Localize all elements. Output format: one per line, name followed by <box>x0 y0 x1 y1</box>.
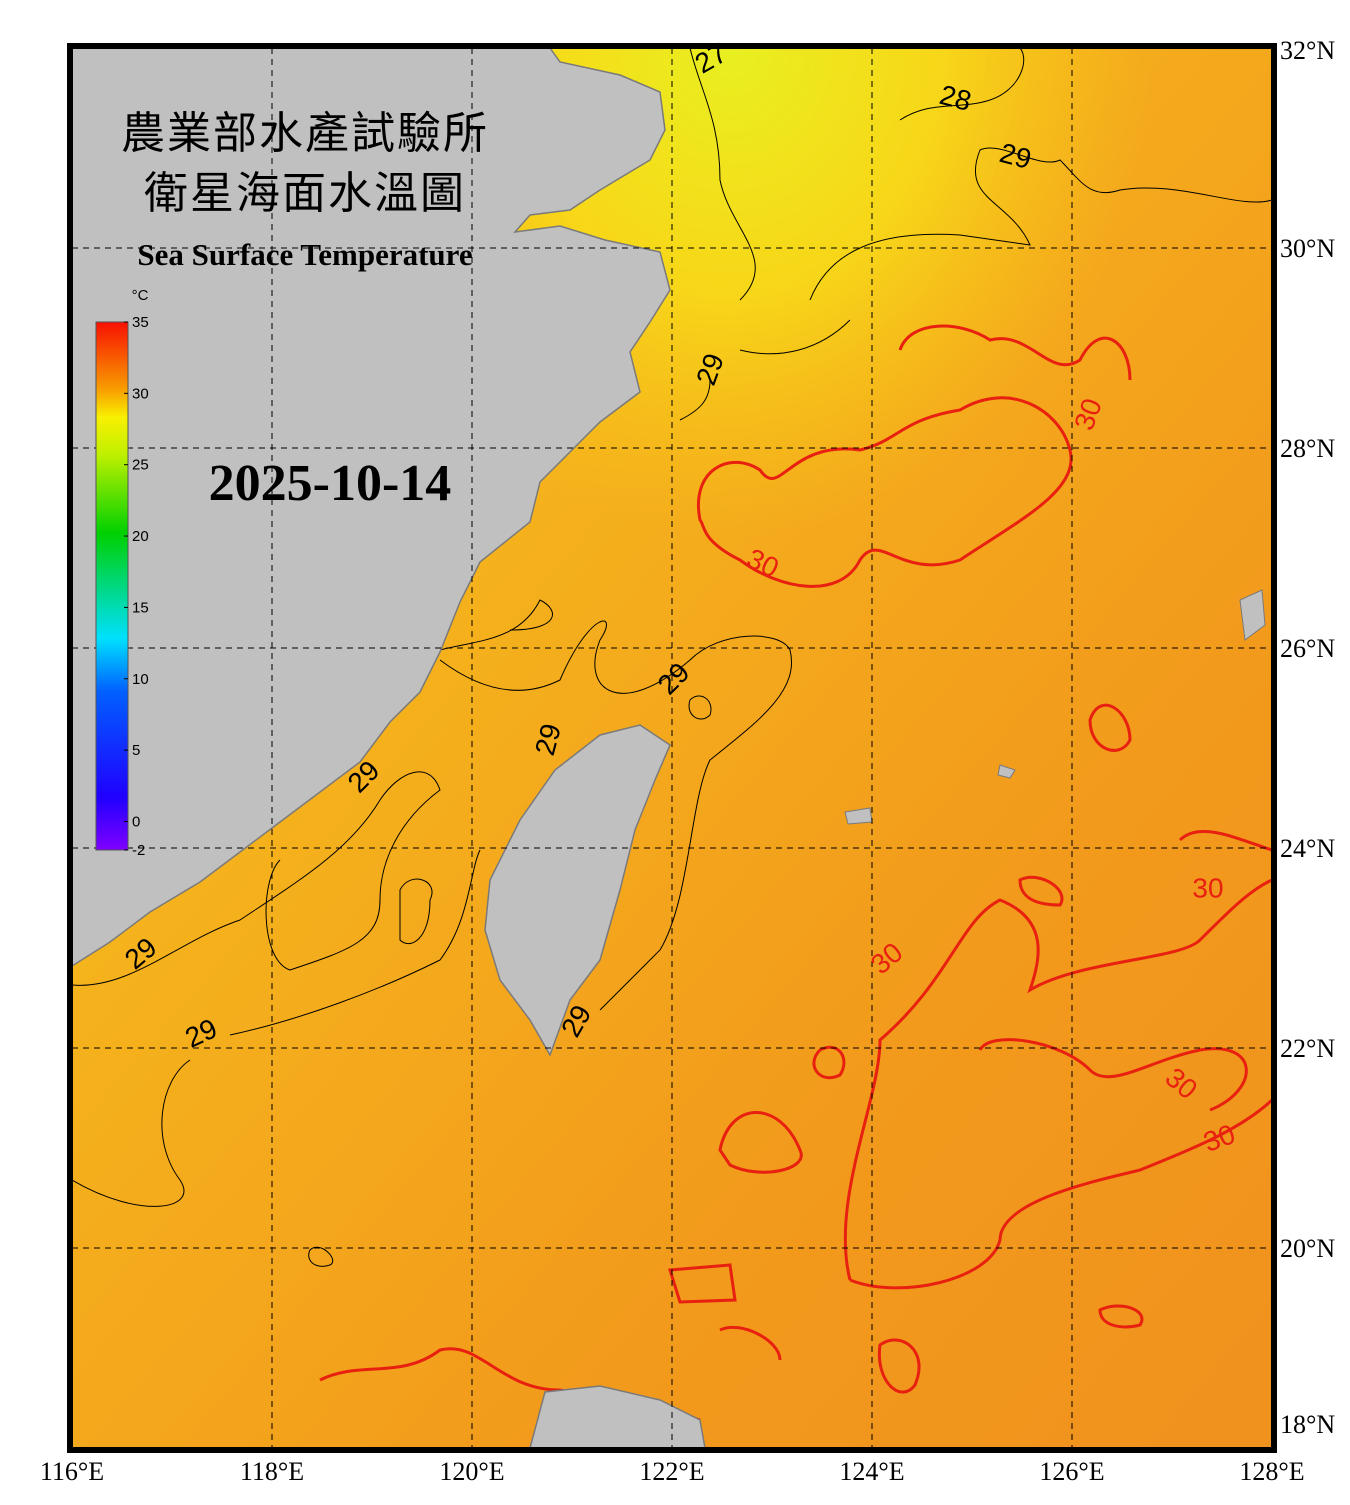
colorbar <box>95 321 129 851</box>
colorbar-tick-label: 20 <box>132 528 149 545</box>
y-tick-label: 18°N <box>1280 1410 1335 1439</box>
colorbar-tick-label: 5 <box>132 742 140 759</box>
y-tick-label: 30°N <box>1280 234 1335 263</box>
y-tick-label: 22°N <box>1280 1034 1335 1063</box>
china-coast <box>72 48 671 967</box>
subtitle: 衛星海面水溫圖 <box>144 169 466 218</box>
y-tick-label: 20°N <box>1280 1234 1335 1263</box>
x-tick-label: 128°E <box>1239 1457 1304 1486</box>
islands <box>844 589 1266 825</box>
y-tick-label: 32°N <box>1280 36 1335 65</box>
colorbar-tick-label: 25 <box>132 457 149 474</box>
taiwan <box>484 724 671 1057</box>
y-tick-label: 24°N <box>1280 834 1335 863</box>
colorbar-tick-label: -2 <box>132 842 145 859</box>
colorbar-tick-label: 30 <box>132 385 149 402</box>
isotherm-label: 30 <box>1192 872 1223 903</box>
x-tick-label: 120°E <box>439 1457 504 1486</box>
x-tick-label: 122°E <box>639 1457 704 1486</box>
y-tick-label: 26°N <box>1280 634 1335 663</box>
colorbar-tick-label: 0 <box>132 813 140 830</box>
luzon <box>529 1385 706 1448</box>
colorbar-tick-label: 10 <box>132 671 149 688</box>
colorbar-unit: °C <box>132 287 149 304</box>
map-frame <box>67 43 1277 1453</box>
isotherm-lines <box>72 48 1272 1267</box>
x-tick-label: 116°E <box>40 1457 104 1486</box>
y-tick-label: 28°N <box>1280 434 1335 463</box>
date: 2025-10-14 <box>209 455 452 512</box>
grid <box>72 48 1272 1448</box>
english-title: Sea Surface Temperature <box>137 237 472 272</box>
title: 農業部水產試驗所 <box>121 109 489 158</box>
x-tick-label: 126°E <box>1039 1457 1104 1486</box>
x-tick-label: 124°E <box>839 1457 904 1486</box>
colorbar-tick-label: 15 <box>132 599 149 616</box>
x-tick-label: 118°E <box>240 1457 304 1486</box>
colorbar-tick-label: 35 <box>132 314 149 331</box>
